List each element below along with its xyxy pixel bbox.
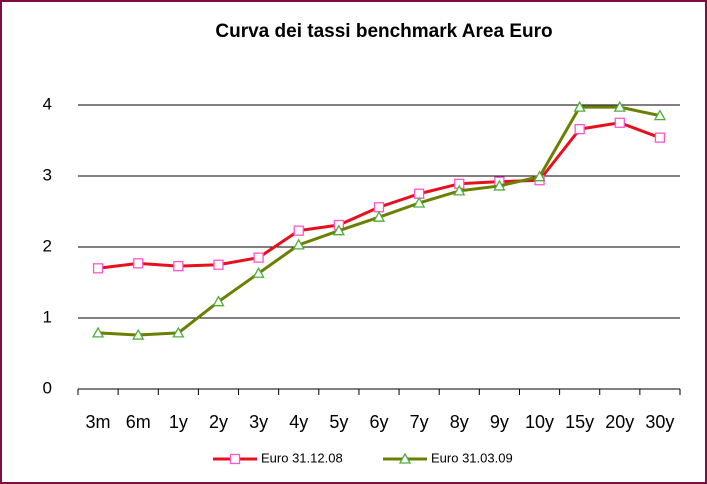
marker: [293, 225, 304, 236]
marker: [292, 238, 305, 250]
y-tick-label: 1: [43, 307, 52, 326]
marker: [132, 328, 145, 340]
x-tick-label: 7y: [410, 412, 429, 432]
x-tick-label: 10y: [525, 412, 554, 432]
x-tick-label: 1y: [169, 412, 188, 432]
x-tick-label: 30y: [645, 412, 674, 432]
marker: [133, 258, 144, 269]
x-tick-label: 4y: [289, 412, 308, 432]
marker: [574, 123, 585, 135]
x-tick-label: 15y: [565, 412, 594, 432]
marker: [453, 184, 466, 196]
chart-title: Curva dei tassi benchmark Area Euro: [215, 21, 552, 42]
legend-marker: [229, 453, 241, 465]
marker: [493, 179, 506, 191]
marker: [373, 202, 385, 213]
y-tick-label: 3: [43, 165, 52, 184]
x-tick-label: 8y: [450, 412, 469, 432]
marker: [92, 263, 104, 274]
x-tick-label: 5y: [329, 412, 348, 432]
marker: [252, 266, 265, 278]
marker: [413, 196, 426, 208]
marker: [213, 259, 224, 270]
x-tick-label: 20y: [605, 412, 634, 432]
y-tick-label: 2: [43, 236, 52, 255]
x-tick-label: 6y: [369, 412, 388, 432]
marker: [533, 170, 546, 182]
legend-label: Euro 31.12.08: [261, 450, 343, 465]
marker: [332, 224, 345, 236]
legend-label: Euro 31.03.09: [431, 450, 513, 465]
marker: [614, 117, 625, 128]
marker: [654, 132, 666, 143]
legend-marker: [398, 452, 412, 464]
marker: [212, 295, 225, 307]
y-tick-label: 0: [43, 378, 52, 397]
x-tick-label: 9y: [490, 412, 509, 432]
marker: [91, 326, 105, 338]
x-tick-label: 6m: [126, 412, 151, 432]
marker: [573, 100, 586, 112]
marker: [653, 109, 667, 121]
x-tick-label: 3y: [249, 412, 268, 432]
x-tick-label: 3m: [86, 412, 111, 432]
marker: [172, 326, 185, 338]
marker: [253, 252, 264, 263]
marker: [372, 210, 386, 222]
marker: [613, 100, 626, 112]
x-tick-label: 2y: [209, 412, 228, 432]
y-tick-label: 4: [43, 94, 52, 113]
marker: [173, 261, 184, 272]
